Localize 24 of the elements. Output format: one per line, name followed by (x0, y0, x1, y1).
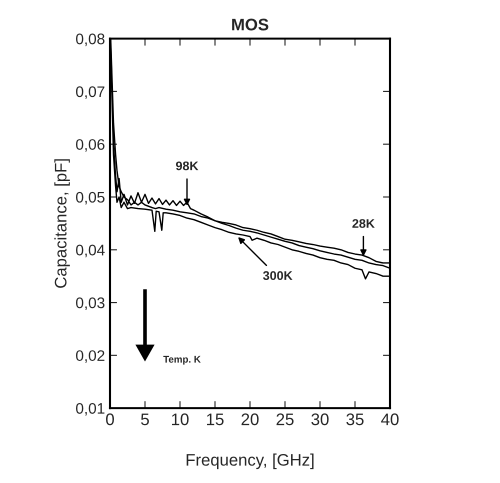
x-tick-label: 5 (141, 414, 149, 426)
annotation: 98K (176, 161, 198, 170)
annotation: Temp. K (163, 356, 201, 365)
y-tick-label: 0,08 (76, 34, 104, 46)
chart-title: MOS (232, 18, 268, 30)
annotation: 300K (263, 271, 292, 280)
y-tick-label: 0,03 (76, 297, 104, 310)
y-tick-label: 0,05 (76, 192, 104, 204)
x-tick-label: 30 (311, 413, 329, 426)
x-tick-label: 20 (242, 413, 259, 426)
x-tick-label: 25 (276, 413, 294, 426)
x-tick-label: 35 (346, 413, 364, 426)
x-tick-label: 40 (381, 413, 399, 426)
y-axis-title: Capacitance, [pF] (54, 159, 70, 288)
y-tick-label: 0,07 (76, 86, 104, 99)
y-tick-label: 0,02 (76, 350, 104, 363)
y-tick-label: 0,01 (76, 403, 104, 416)
x-tick-label: 15 (207, 414, 224, 426)
x-tick-label: 10 (172, 413, 189, 426)
y-tick-label: 0,04 (76, 244, 105, 258)
annotation: 28K (352, 219, 375, 228)
x-tick-label: 0 (106, 413, 114, 426)
y-tick-label: 0,06 (76, 139, 104, 152)
x-axis-title: Frequency, [GHz] (186, 454, 314, 470)
